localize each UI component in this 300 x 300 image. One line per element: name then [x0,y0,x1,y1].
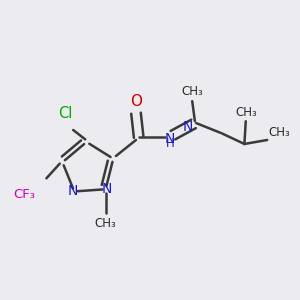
Text: CH₃: CH₃ [95,217,116,230]
Text: N: N [68,184,78,198]
Text: N: N [101,182,112,196]
Text: O: O [130,94,142,109]
Text: CH₃: CH₃ [181,85,203,98]
Text: Cl: Cl [58,106,72,121]
Text: CH₃: CH₃ [268,126,290,139]
Text: H: H [166,137,174,150]
Text: CF₃: CF₃ [14,188,36,201]
Text: CH₃: CH₃ [235,106,256,119]
Text: N: N [182,120,193,134]
Text: N: N [165,132,175,145]
